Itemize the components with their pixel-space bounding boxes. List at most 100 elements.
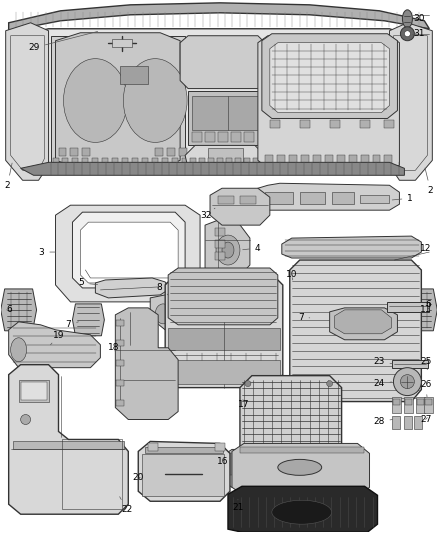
Polygon shape bbox=[165, 272, 283, 387]
Polygon shape bbox=[115, 308, 178, 419]
Text: 21: 21 bbox=[232, 499, 244, 512]
Bar bbox=[244, 132, 254, 142]
Polygon shape bbox=[72, 212, 185, 288]
Text: 19: 19 bbox=[50, 332, 64, 345]
Text: 7: 7 bbox=[298, 313, 310, 322]
Bar bbox=[424, 397, 433, 413]
Polygon shape bbox=[282, 236, 421, 258]
Text: 32: 32 bbox=[200, 208, 215, 220]
Bar bbox=[228, 454, 235, 475]
Bar bbox=[218, 196, 234, 204]
Polygon shape bbox=[81, 222, 178, 283]
Polygon shape bbox=[9, 322, 100, 368]
Polygon shape bbox=[150, 295, 180, 330]
Bar bbox=[392, 416, 400, 430]
Text: 16: 16 bbox=[217, 457, 229, 466]
Bar bbox=[393, 399, 400, 405]
Bar bbox=[192, 132, 202, 142]
Polygon shape bbox=[220, 449, 367, 487]
Bar bbox=[152, 158, 158, 164]
Bar bbox=[301, 155, 309, 163]
Bar bbox=[360, 195, 389, 203]
Text: 23: 23 bbox=[373, 357, 392, 366]
Polygon shape bbox=[290, 260, 421, 401]
Text: 27: 27 bbox=[420, 415, 431, 424]
Bar bbox=[117, 379, 124, 385]
Polygon shape bbox=[335, 310, 392, 334]
Bar bbox=[248, 454, 255, 475]
Text: 28: 28 bbox=[373, 417, 392, 426]
Polygon shape bbox=[1, 289, 37, 331]
Polygon shape bbox=[6, 23, 49, 180]
Text: 17: 17 bbox=[238, 400, 249, 409]
Bar bbox=[142, 158, 148, 164]
Polygon shape bbox=[262, 34, 397, 118]
Ellipse shape bbox=[272, 500, 332, 524]
Polygon shape bbox=[138, 441, 230, 501]
Polygon shape bbox=[180, 36, 265, 88]
Bar bbox=[328, 454, 335, 475]
Bar bbox=[82, 158, 88, 164]
Bar bbox=[300, 120, 310, 128]
Text: 6: 6 bbox=[426, 301, 431, 309]
Bar bbox=[215, 443, 225, 451]
Bar bbox=[388, 302, 429, 312]
Ellipse shape bbox=[403, 10, 413, 28]
Bar bbox=[258, 454, 265, 475]
Bar bbox=[92, 158, 99, 164]
Bar bbox=[278, 454, 285, 475]
Text: 8: 8 bbox=[156, 284, 168, 295]
Bar bbox=[168, 360, 280, 384]
Ellipse shape bbox=[216, 235, 240, 265]
Text: 2: 2 bbox=[5, 163, 12, 190]
Polygon shape bbox=[232, 443, 370, 495]
Polygon shape bbox=[330, 308, 397, 340]
Ellipse shape bbox=[278, 459, 321, 475]
Bar bbox=[360, 155, 368, 163]
Bar bbox=[330, 120, 339, 128]
Bar bbox=[240, 196, 256, 204]
Bar bbox=[218, 132, 228, 142]
Bar bbox=[231, 132, 241, 142]
Ellipse shape bbox=[327, 381, 332, 386]
Text: 18: 18 bbox=[108, 343, 120, 352]
Bar bbox=[325, 155, 332, 163]
Bar bbox=[205, 132, 215, 142]
Bar bbox=[417, 399, 424, 405]
Text: 24: 24 bbox=[373, 379, 392, 388]
Polygon shape bbox=[210, 188, 270, 225]
Bar bbox=[217, 158, 223, 164]
Bar bbox=[337, 155, 345, 163]
Bar bbox=[117, 360, 124, 366]
Bar bbox=[215, 240, 225, 248]
Bar bbox=[404, 416, 413, 430]
Polygon shape bbox=[228, 486, 378, 532]
Bar bbox=[277, 155, 285, 163]
Ellipse shape bbox=[400, 375, 414, 389]
Bar bbox=[112, 158, 118, 164]
Bar bbox=[360, 120, 370, 128]
Bar bbox=[72, 158, 78, 164]
Bar bbox=[215, 228, 225, 236]
Bar bbox=[132, 158, 138, 164]
Ellipse shape bbox=[400, 27, 414, 41]
Text: 3: 3 bbox=[39, 247, 56, 256]
Bar bbox=[13, 441, 124, 449]
Bar bbox=[190, 158, 196, 164]
Polygon shape bbox=[21, 163, 404, 175]
Bar bbox=[385, 155, 392, 163]
Polygon shape bbox=[11, 29, 419, 168]
Polygon shape bbox=[95, 278, 168, 298]
Ellipse shape bbox=[404, 31, 410, 37]
Bar bbox=[19, 379, 49, 401]
Polygon shape bbox=[185, 146, 265, 168]
Text: 12: 12 bbox=[420, 244, 431, 253]
Bar bbox=[112, 39, 132, 47]
Ellipse shape bbox=[11, 338, 27, 362]
Bar bbox=[148, 443, 158, 451]
Bar bbox=[122, 158, 128, 164]
Bar bbox=[142, 455, 224, 496]
Bar bbox=[308, 454, 314, 475]
Polygon shape bbox=[72, 304, 104, 336]
Bar bbox=[117, 320, 124, 326]
